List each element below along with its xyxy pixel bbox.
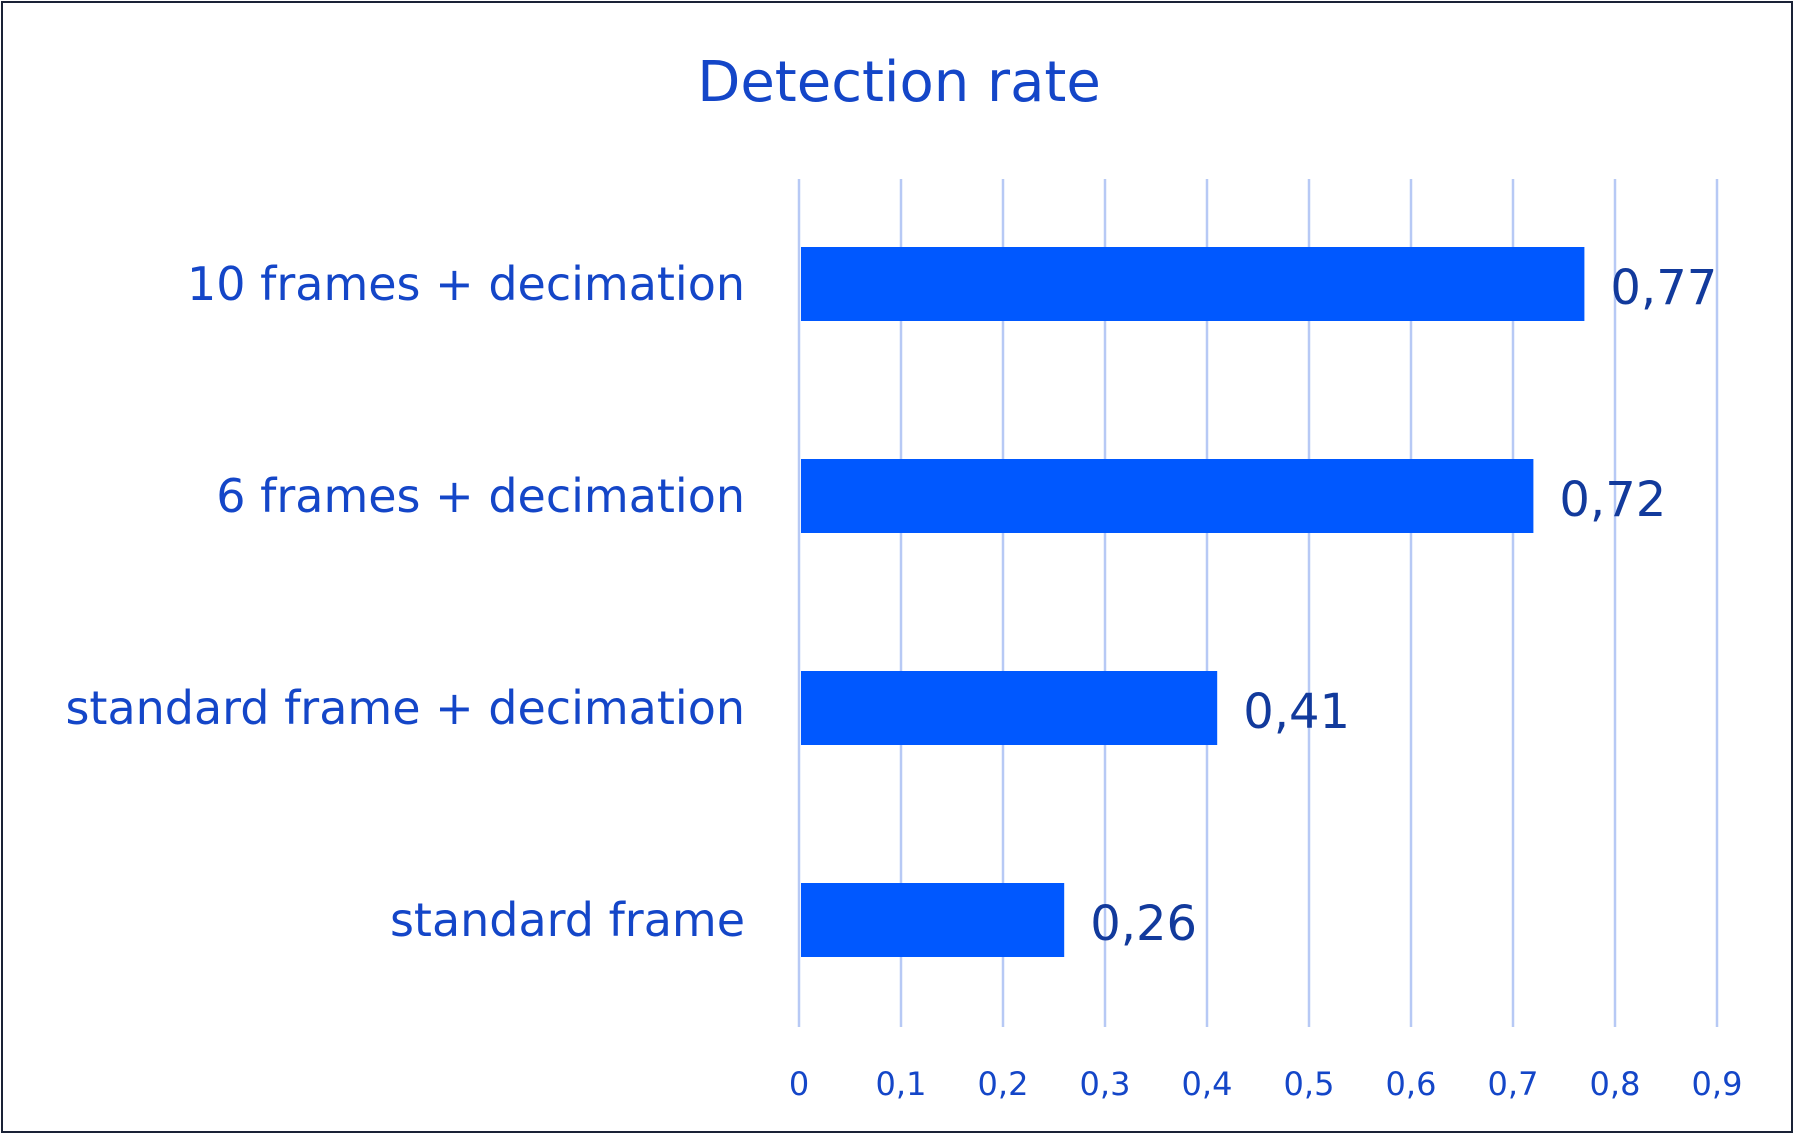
x-tick-label: 0,1 xyxy=(876,1065,927,1103)
value-labels: 0,77 0,72 0,41 0,26 xyxy=(1090,260,1717,952)
chart-canvas: Detection rate 10 frames + decimation 6 f… xyxy=(65,50,1743,1103)
category-label: 10 frames + decimation xyxy=(187,257,745,311)
bar xyxy=(801,883,1065,957)
x-tick-label: 0,6 xyxy=(1386,1065,1437,1103)
bar xyxy=(801,247,1585,321)
x-tick-label: 0,4 xyxy=(1182,1065,1233,1103)
category-labels: 10 frames + decimation 6 frames + decimat… xyxy=(65,257,745,947)
category-label: standard frame xyxy=(390,893,745,947)
x-tick-label: 0 xyxy=(789,1065,809,1103)
chart-title: Detection rate xyxy=(697,50,1101,115)
data-label: 0,26 xyxy=(1090,896,1197,952)
x-axis-tick-labels: 0 0,1 0,2 0,3 0,4 0,5 0,6 0,7 0,8 0,9 xyxy=(789,1065,1743,1103)
bars xyxy=(801,247,1585,957)
category-label: standard frame + decimation xyxy=(65,681,745,735)
data-label: 0,77 xyxy=(1610,260,1717,316)
data-label: 0,41 xyxy=(1243,684,1350,740)
category-label: 6 frames + decimation xyxy=(216,469,745,523)
x-tick-label: 0,8 xyxy=(1590,1065,1641,1103)
x-tick-label: 0,3 xyxy=(1080,1065,1131,1103)
data-label: 0,72 xyxy=(1559,472,1666,528)
bar xyxy=(801,459,1534,533)
bar xyxy=(801,671,1218,745)
x-tick-label: 0,5 xyxy=(1284,1065,1335,1103)
x-tick-label: 0,9 xyxy=(1692,1065,1743,1103)
x-tick-label: 0,2 xyxy=(978,1065,1029,1103)
x-tick-label: 0,7 xyxy=(1488,1065,1539,1103)
